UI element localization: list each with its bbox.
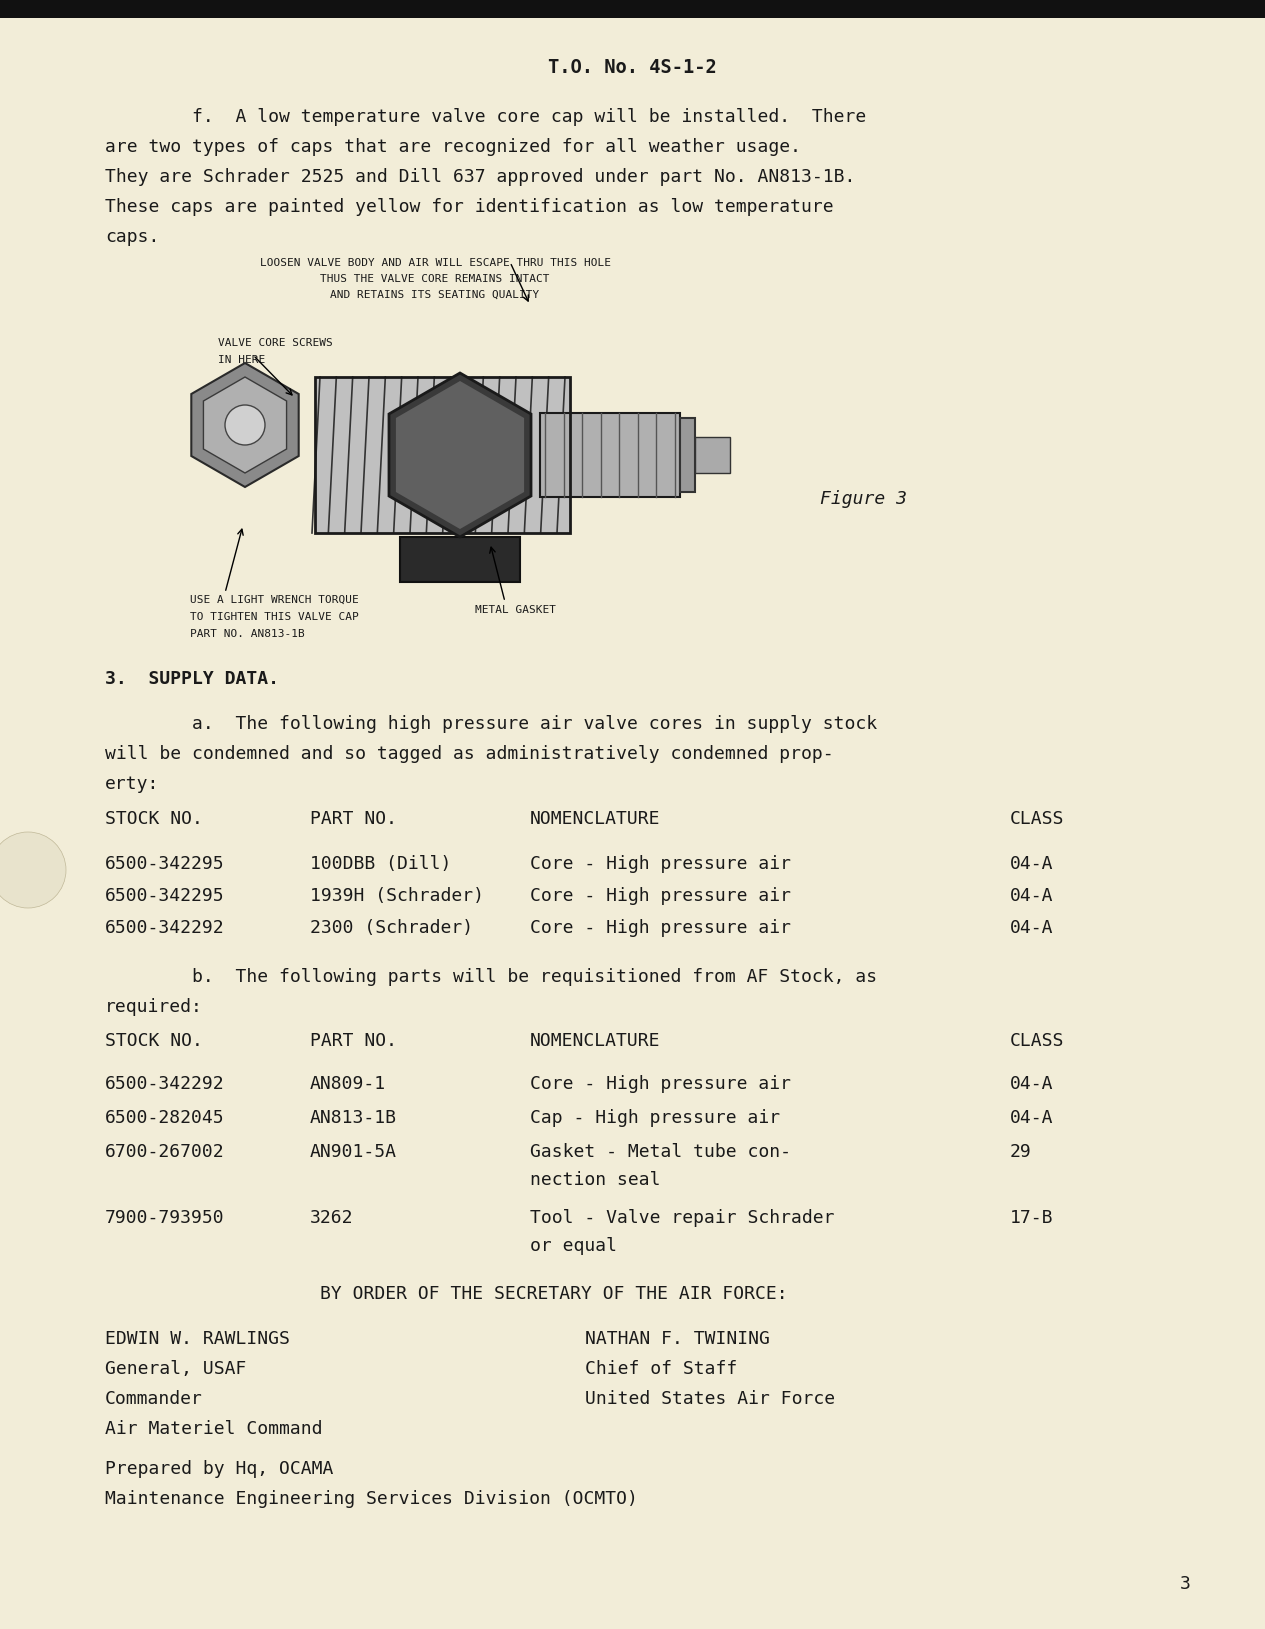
Polygon shape [396,381,524,529]
Text: NATHAN F. TWINING: NATHAN F. TWINING [584,1329,770,1349]
Text: a.  The following high pressure air valve cores in supply stock: a. The following high pressure air valve… [105,715,877,733]
Text: PART NO.: PART NO. [310,1033,397,1051]
Text: 3262: 3262 [310,1209,353,1227]
Text: 17-B: 17-B [1009,1209,1054,1227]
Bar [315,376,571,533]
Text: Core - High pressure air: Core - High pressure air [530,888,791,906]
Text: required:: required: [105,999,202,1016]
Text: CLASS: CLASS [1009,810,1064,828]
Circle shape [225,406,264,445]
Text: 6500-342292: 6500-342292 [105,919,225,937]
Text: THUS THE VALVE CORE REMAINS INTACT: THUS THE VALVE CORE REMAINS INTACT [320,274,550,283]
Text: They are Schrader 2525 and Dill 637 approved under part No. AN813-1B.: They are Schrader 2525 and Dill 637 appr… [105,168,855,186]
Text: will be condemned and so tagged as administratively condemned prop-: will be condemned and so tagged as admin… [105,744,834,762]
Text: These caps are painted yellow for identification as low temperature: These caps are painted yellow for identi… [105,199,834,217]
Text: AN809-1: AN809-1 [310,1075,386,1093]
Text: 2300 (Schrader): 2300 (Schrader) [310,919,473,937]
Text: 3: 3 [1180,1575,1190,1593]
Text: or equal: or equal [530,1236,617,1254]
Text: 6500-282045: 6500-282045 [105,1109,225,1127]
Text: Core - High pressure air: Core - High pressure air [530,919,791,937]
Polygon shape [191,363,299,487]
Text: TO TIGHTEN THIS VALVE CAP: TO TIGHTEN THIS VALVE CAP [190,613,359,622]
Text: 6500-342295: 6500-342295 [105,855,225,873]
Text: Core - High pressure air: Core - High pressure air [530,855,791,873]
Text: erty:: erty: [105,775,159,793]
Text: BY ORDER OF THE SECRETARY OF THE AIR FORCE:: BY ORDER OF THE SECRETARY OF THE AIR FOR… [320,1285,788,1303]
Text: Prepared by Hq, OCAMA: Prepared by Hq, OCAMA [105,1460,334,1478]
Text: IN HERE: IN HERE [218,355,266,365]
Text: 6700-267002: 6700-267002 [105,1144,225,1161]
Text: LOOSEN VALVE BODY AND AIR WILL ESCAPE THRU THIS HOLE: LOOSEN VALVE BODY AND AIR WILL ESCAPE TH… [259,257,611,269]
Text: 6500-342295: 6500-342295 [105,888,225,906]
Text: PART NO.: PART NO. [310,810,397,828]
Text: Cap - High pressure air: Cap - High pressure air [530,1109,781,1127]
Text: Core - High pressure air: Core - High pressure air [530,1075,791,1093]
Bar [0,0,1265,18]
Circle shape [0,832,66,907]
Bar [540,414,681,497]
Text: 04-A: 04-A [1009,855,1054,873]
Text: METAL GASKET: METAL GASKET [474,604,557,616]
Text: AND RETAINS ITS SEATING QUALITY: AND RETAINS ITS SEATING QUALITY [330,290,540,300]
Text: nection seal: nection seal [530,1171,660,1189]
Text: 04-A: 04-A [1009,888,1054,906]
Text: USE A LIGHT WRENCH TORQUE: USE A LIGHT WRENCH TORQUE [190,595,359,604]
Text: 7900-793950: 7900-793950 [105,1209,225,1227]
Text: caps.: caps. [105,228,159,246]
Text: STOCK NO.: STOCK NO. [105,810,202,828]
Bar [315,376,571,533]
Text: United States Air Force: United States Air Force [584,1390,835,1407]
Text: CLASS: CLASS [1009,1033,1064,1051]
Text: Gasket - Metal tube con-: Gasket - Metal tube con- [530,1144,791,1161]
Polygon shape [388,373,531,538]
Text: 29: 29 [1009,1144,1032,1161]
Bar [681,419,694,492]
Text: General, USAF: General, USAF [105,1360,247,1378]
Text: VALVE CORE SCREWS: VALVE CORE SCREWS [218,337,333,349]
Text: EDWIN W. RAWLINGS: EDWIN W. RAWLINGS [105,1329,290,1349]
Text: Air Materiel Command: Air Materiel Command [105,1420,323,1438]
Text: NOMENCLATURE: NOMENCLATURE [530,810,660,828]
Text: f.  A low temperature valve core cap will be installed.  There: f. A low temperature valve core cap will… [105,108,867,125]
Text: STOCK NO.: STOCK NO. [105,1033,202,1051]
Text: 100DBB (Dill): 100DBB (Dill) [310,855,452,873]
Text: Commander: Commander [105,1390,202,1407]
Text: PART NO. AN813-1B: PART NO. AN813-1B [190,629,305,639]
Text: 04-A: 04-A [1009,1075,1054,1093]
Text: b.  The following parts will be requisitioned from AF Stock, as: b. The following parts will be requisiti… [105,968,877,986]
Text: are two types of caps that are recognized for all weather usage.: are two types of caps that are recognize… [105,138,801,156]
Text: 04-A: 04-A [1009,1109,1054,1127]
Text: AN813-1B: AN813-1B [310,1109,397,1127]
Text: AN901-5A: AN901-5A [310,1144,397,1161]
Bar [694,437,730,472]
Text: 6500-342292: 6500-342292 [105,1075,225,1093]
Text: Figure 3: Figure 3 [820,490,907,508]
Text: Tool - Valve repair Schrader: Tool - Valve repair Schrader [530,1209,835,1227]
Text: NOMENCLATURE: NOMENCLATURE [530,1033,660,1051]
Polygon shape [204,376,287,472]
Text: Maintenance Engineering Services Division (OCMTO): Maintenance Engineering Services Divisio… [105,1491,638,1508]
Text: 3.  SUPPLY DATA.: 3. SUPPLY DATA. [105,670,280,687]
Text: 1939H (Schrader): 1939H (Schrader) [310,888,484,906]
Text: Chief of Staff: Chief of Staff [584,1360,737,1378]
Text: T.O. No. 4S-1-2: T.O. No. 4S-1-2 [548,59,716,77]
Text: 04-A: 04-A [1009,919,1054,937]
Bar [400,538,520,582]
